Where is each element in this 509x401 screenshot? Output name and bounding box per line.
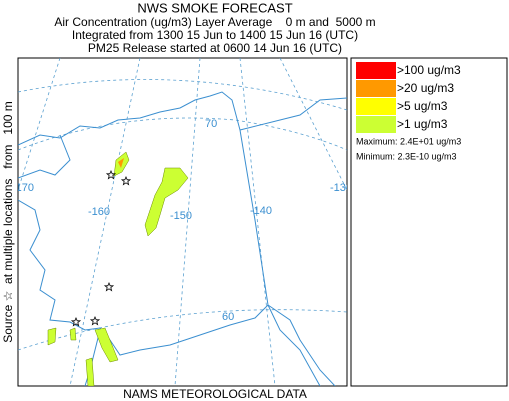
subtitle: Integrated from 1300 15 Jun to 1400 15 J…: [72, 28, 358, 42]
grid-line: [18, 58, 61, 191]
grid-label: -130: [330, 182, 352, 194]
legend-label: >100 ug/m3: [397, 63, 461, 77]
source-star: [103, 281, 115, 292]
coastline: [18, 199, 269, 356]
legend-min: Minimum: 2.3E-10 ug/m3: [356, 151, 457, 161]
smoke-plume: [85, 357, 95, 386]
grid-label: -150: [170, 210, 192, 222]
legend-swatch: [356, 62, 396, 79]
legend-swatch: [356, 116, 396, 133]
legend-label: >1 ug/m3: [397, 117, 448, 131]
legend-label: >5 ug/m3: [397, 99, 448, 113]
legend-swatch: [356, 80, 396, 97]
source-star: [89, 315, 101, 326]
grid-line: [18, 117, 347, 151]
grid-line: [239, 58, 276, 386]
grid-label: -140: [250, 205, 272, 217]
legend-label: >20 ug/m3: [397, 81, 454, 95]
smoke-plume: [144, 167, 189, 237]
map: -170 -160 -150 -140 -130 70 60: [12, 57, 352, 387]
coastline: [18, 91, 336, 386]
legend-swatch: [356, 98, 396, 115]
smoke-plume: [69, 327, 77, 341]
smoke-plume: [47, 327, 57, 346]
grid-line: [174, 58, 201, 386]
grid-line: [69, 58, 141, 386]
subtitle: Air Concentration (ug/m3) Layer Average …: [54, 15, 375, 29]
coastline: [239, 97, 347, 131]
grid-label: 60: [222, 311, 234, 323]
smoke-plume: [118, 158, 124, 168]
footer: NAMS METEOROLOGICAL DATA: [123, 387, 307, 401]
grid-label: -170: [12, 182, 34, 194]
legend-max: Maximum: 2.4E+01 ug/m3: [356, 136, 461, 146]
coastline: [18, 134, 71, 179]
grid-label: -160: [88, 206, 110, 218]
source-star: [70, 316, 82, 327]
grid-line: [18, 79, 347, 111]
subtitle: PM25 Release started at 0600 14 Jun 16 (…: [88, 41, 342, 55]
grid-line: [18, 309, 347, 351]
side-label: Source ☆ at multiple locations from 100 …: [1, 101, 15, 343]
source-star: [120, 175, 132, 186]
source-star: [105, 169, 117, 180]
title: NWS SMOKE FORECAST: [137, 0, 292, 15]
smoke-plume: [94, 327, 119, 363]
coastline: [267, 304, 321, 386]
grid-label: 70: [205, 118, 217, 130]
grid-line: [279, 58, 347, 191]
